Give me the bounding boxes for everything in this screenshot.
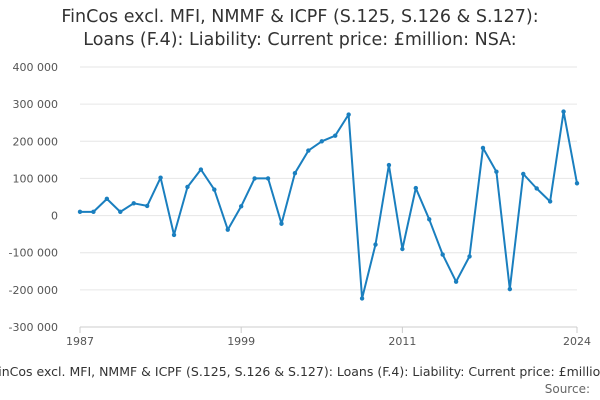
data-point — [185, 185, 189, 189]
data-point — [158, 175, 162, 179]
data-point — [145, 204, 149, 208]
data-point — [293, 171, 297, 175]
y-tick-label: 300 000 — [13, 98, 59, 111]
data-point — [172, 233, 176, 237]
legend-label: FinCos excl. MFI, NMMF & ICPF (S.125, S.… — [0, 364, 600, 379]
data-point — [239, 204, 243, 208]
data-point — [132, 201, 136, 205]
data-point — [226, 227, 230, 231]
data-point — [373, 242, 377, 246]
data-point — [548, 199, 552, 203]
data-point — [561, 109, 565, 113]
data-point — [575, 181, 579, 185]
series-line — [80, 112, 577, 299]
data-point — [467, 254, 471, 258]
data-point — [266, 176, 270, 180]
y-tick-label: -100 000 — [9, 247, 58, 260]
data-point — [279, 222, 283, 226]
data-point — [333, 134, 337, 138]
data-point — [494, 170, 498, 174]
y-tick-label: -200 000 — [9, 284, 58, 297]
data-point — [212, 187, 216, 191]
data-point — [360, 296, 364, 300]
y-tick-label: 100 000 — [13, 172, 59, 185]
data-point — [521, 172, 525, 176]
data-point — [400, 247, 404, 251]
data-point — [78, 210, 82, 214]
data-point — [414, 186, 418, 190]
legend: FinCos excl. MFI, NMMF & ICPF (S.125, S.… — [0, 364, 600, 379]
data-point — [306, 148, 310, 152]
y-tick-label: -300 000 — [9, 321, 58, 334]
data-point — [481, 146, 485, 150]
data-point — [440, 252, 444, 256]
x-tick-label: 2011 — [388, 335, 416, 348]
x-tick-label: 2024 — [563, 335, 591, 348]
x-tick-label: 1999 — [227, 335, 255, 348]
data-point — [454, 279, 458, 283]
data-point — [346, 112, 350, 116]
data-point — [118, 210, 122, 214]
data-point — [535, 186, 539, 190]
data-point — [91, 210, 95, 214]
data-point — [320, 139, 324, 143]
x-tick-label: 1987 — [66, 335, 94, 348]
data-point — [252, 176, 256, 180]
data-point — [427, 217, 431, 221]
data-point — [105, 197, 109, 201]
y-tick-label: 200 000 — [13, 135, 59, 148]
y-tick-label: 400 000 — [13, 61, 59, 74]
data-point — [508, 287, 512, 291]
data-point — [199, 167, 203, 171]
y-tick-label: 0 — [51, 210, 58, 223]
data-point — [387, 163, 391, 167]
source-label: Source: — [545, 382, 590, 396]
